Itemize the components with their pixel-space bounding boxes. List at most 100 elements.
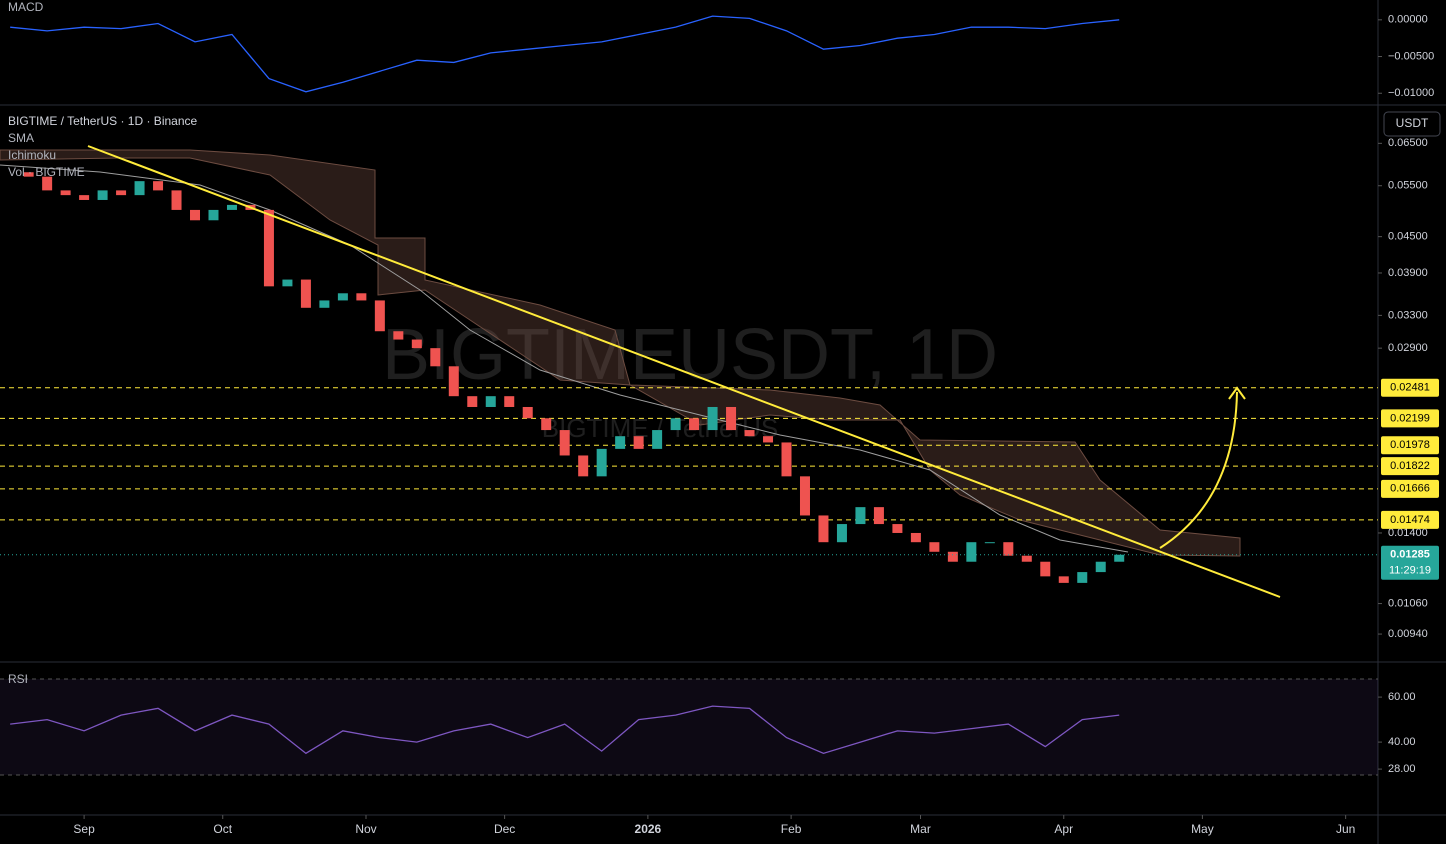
candle — [411, 339, 422, 349]
candle — [356, 293, 367, 301]
level-label: 0.02199 — [1390, 412, 1430, 424]
candle — [615, 436, 626, 449]
y-tick-label: 60.00 — [1388, 691, 1416, 703]
level-label: 0.01474 — [1390, 514, 1430, 526]
candle — [263, 209, 274, 287]
level-label: 0.01822 — [1390, 460, 1430, 472]
rsi-band — [0, 679, 1378, 775]
indicator-line — [10, 15, 1120, 93]
candle — [596, 448, 607, 477]
level-label: 0.02481 — [1390, 382, 1430, 394]
candle — [1003, 542, 1014, 556]
candle — [300, 279, 311, 308]
candle — [190, 209, 201, 221]
y-tick-label: −0.01000 — [1388, 87, 1434, 99]
currency-button[interactable] — [1383, 111, 1441, 137]
trendline — [87, 145, 1281, 598]
candle — [504, 396, 515, 407]
candle — [763, 436, 774, 443]
candle — [485, 396, 496, 407]
candle — [799, 476, 810, 516]
candle — [430, 348, 441, 367]
candle — [134, 181, 145, 196]
candle — [726, 406, 737, 431]
level-tag — [1381, 378, 1439, 397]
candle — [855, 507, 866, 525]
candle — [282, 279, 293, 287]
candle — [966, 542, 977, 562]
candle — [1040, 561, 1051, 577]
candle — [652, 430, 663, 449]
candle — [707, 406, 718, 431]
candle — [559, 430, 570, 456]
candle — [97, 190, 108, 200]
candle — [670, 418, 681, 431]
candle — [393, 331, 404, 340]
x-tick-label: Nov — [355, 822, 376, 836]
x-tick-label: Feb — [781, 822, 802, 836]
candle — [836, 524, 847, 543]
y-tick-label: 0.04500 — [1388, 231, 1428, 243]
y-tick-label: 0.02900 — [1388, 342, 1428, 354]
candle — [448, 366, 459, 397]
level-tag — [1381, 479, 1439, 498]
candle — [153, 181, 164, 191]
candle — [929, 542, 940, 552]
x-tick-label: May — [1191, 822, 1214, 836]
candle — [1058, 576, 1069, 583]
candle — [42, 176, 53, 191]
candle — [374, 300, 385, 332]
y-tick-label: 0.01400 — [1388, 527, 1428, 539]
level-tag — [1381, 409, 1439, 428]
y-tick-label: 0.05500 — [1388, 180, 1428, 192]
candle — [892, 524, 903, 533]
candle — [226, 204, 237, 210]
last-price-tag — [1381, 545, 1439, 580]
x-tick-label: Jun — [1336, 822, 1355, 836]
candle — [1095, 561, 1106, 573]
y-tick-label: 0.00000 — [1388, 14, 1428, 26]
candle — [319, 300, 330, 308]
level-tag — [1381, 510, 1439, 529]
candle — [541, 418, 552, 431]
candle — [467, 396, 478, 407]
candle — [873, 507, 884, 525]
x-tick-label: 2026 — [635, 822, 662, 836]
x-tick-label: Dec — [494, 822, 515, 836]
candle — [781, 442, 792, 477]
countdown: 11:29:19 — [1389, 565, 1431, 577]
y-tick-label: 0.03300 — [1388, 309, 1428, 321]
candle — [947, 551, 958, 562]
candle — [633, 436, 644, 449]
arrow — [1159, 391, 1238, 549]
candle — [116, 190, 127, 196]
level-tag — [1381, 457, 1439, 476]
x-tick-label: Sep — [73, 822, 95, 836]
x-tick-label: Apr — [1054, 822, 1073, 836]
symbol-title: BIGTIME / TetherUS · 1D · Binance — [8, 114, 198, 128]
candle — [818, 515, 829, 543]
candle — [337, 293, 348, 301]
candle — [60, 190, 71, 196]
y-tick-label: 0.06500 — [1388, 137, 1428, 149]
candle — [744, 430, 755, 437]
indicator-label: Ichimoku — [8, 148, 56, 162]
arrow-head — [1228, 386, 1246, 400]
candle — [1114, 554, 1125, 562]
y-tick-label: 0.00940 — [1388, 628, 1428, 640]
level-tag — [1381, 436, 1439, 455]
last-price-label: 0.01285 — [1390, 549, 1430, 561]
x-tick-label: Mar — [910, 822, 931, 836]
ichimoku-cloud — [0, 149, 1241, 557]
level-label: 0.01666 — [1390, 483, 1430, 495]
candle — [1077, 572, 1088, 583]
candle — [171, 190, 182, 210]
y-tick-label: 0.01060 — [1388, 597, 1428, 609]
y-tick-label: −0.00500 — [1388, 50, 1434, 62]
y-tick-label: 28.00 — [1388, 763, 1416, 775]
currency-label[interactable]: USDT — [1396, 116, 1429, 130]
rsi-label: RSI — [8, 672, 28, 686]
candle — [1021, 555, 1032, 562]
x-tick-label: Oct — [213, 822, 232, 836]
